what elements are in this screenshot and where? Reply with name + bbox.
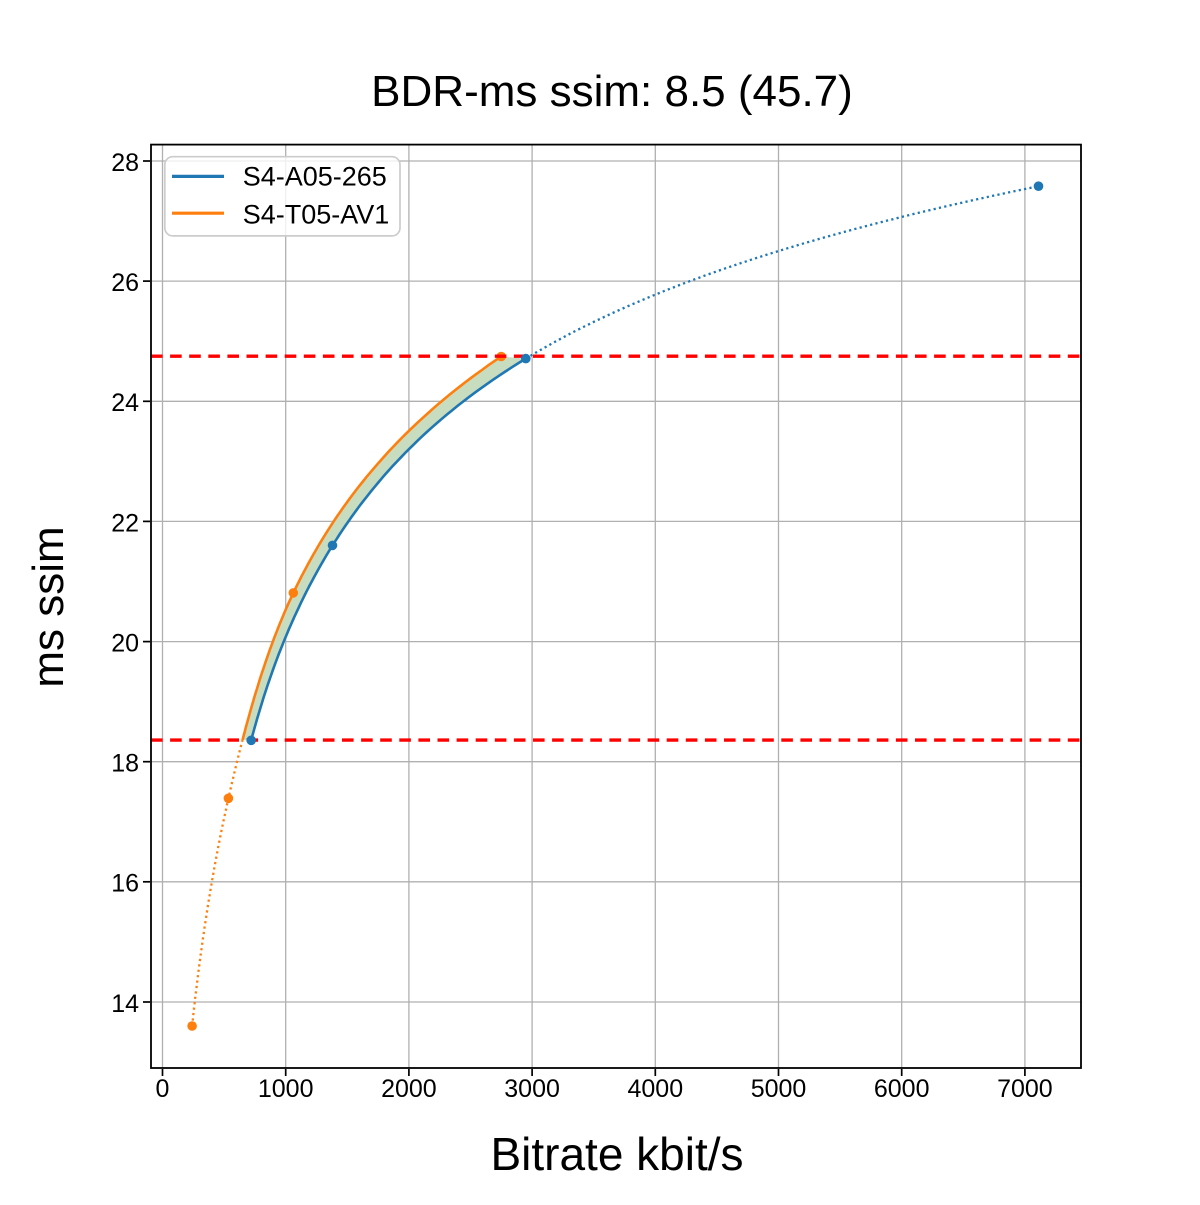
svg-text:5000: 5000 [751,1075,807,1103]
svg-text:Bitrate kbit/s: Bitrate kbit/s [490,1128,743,1180]
svg-text:ms ssim: ms ssim [24,526,73,687]
svg-text:7000: 7000 [997,1075,1053,1103]
svg-text:22: 22 [111,509,139,537]
svg-text:S4-A05-265: S4-A05-265 [243,162,387,192]
svg-text:1000: 1000 [258,1075,314,1103]
svg-text:2000: 2000 [381,1075,437,1103]
svg-text:14: 14 [111,990,139,1018]
svg-text:26: 26 [111,269,139,297]
svg-text:BDR-ms ssim: 8.5 (45.7): BDR-ms ssim: 8.5 (45.7) [371,67,853,116]
svg-text:28: 28 [111,149,139,177]
svg-text:3000: 3000 [504,1075,560,1103]
svg-text:S4-T05-AV1: S4-T05-AV1 [243,199,390,229]
svg-text:24: 24 [111,389,139,417]
svg-text:6000: 6000 [874,1075,930,1103]
svg-text:16: 16 [111,870,139,898]
svg-text:4000: 4000 [627,1075,683,1103]
svg-text:18: 18 [111,750,139,778]
svg-text:0: 0 [156,1075,170,1103]
svg-text:20: 20 [111,630,139,658]
